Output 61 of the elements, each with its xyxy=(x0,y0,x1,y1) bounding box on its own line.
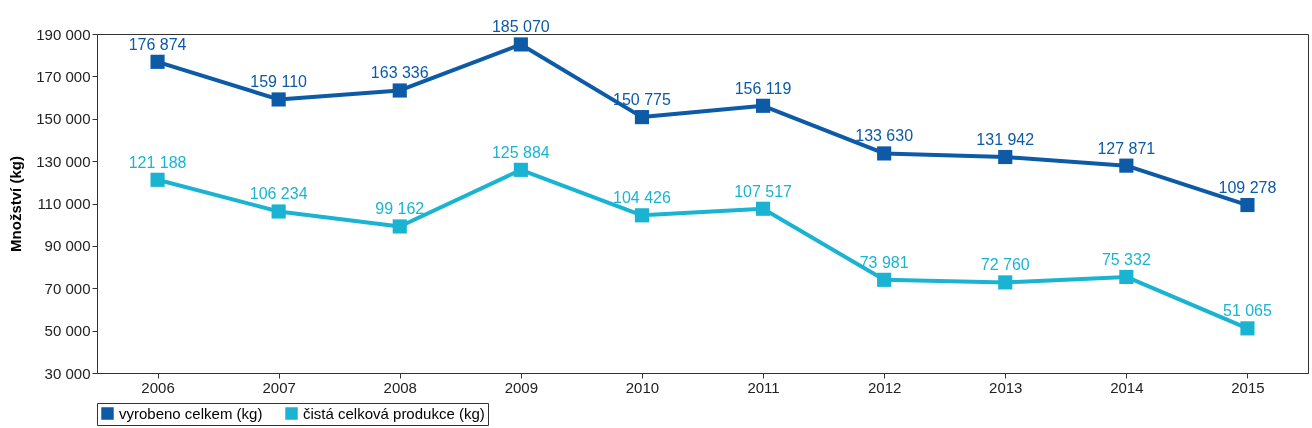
x-tick-label: 2009 xyxy=(504,378,539,396)
data-label: 107 517 xyxy=(734,182,793,200)
point xyxy=(150,54,165,69)
point xyxy=(998,275,1013,290)
y-tick-label: 30 000 xyxy=(44,364,91,382)
y-tick-label: 50 000 xyxy=(44,322,91,340)
point xyxy=(1240,321,1255,336)
data-label: 125 884 xyxy=(491,143,550,161)
x-tick-label: 2015 xyxy=(1231,378,1265,396)
point xyxy=(634,110,650,125)
point xyxy=(998,149,1013,165)
data-label: 185 070 xyxy=(491,18,550,36)
y-tick-label: 90 000 xyxy=(44,237,91,255)
x-tick-label: 2006 xyxy=(141,378,175,396)
data-label: 156 119 xyxy=(734,79,792,97)
point xyxy=(513,37,528,52)
point xyxy=(1240,197,1255,213)
legend-label: čistá celková produkce (kg) xyxy=(303,404,485,422)
point xyxy=(755,98,771,113)
x-tick-label: 2013 xyxy=(989,378,1023,396)
legend-label: vyrobeno celkem (kg) xyxy=(119,404,263,422)
y-tick-label: 70 000 xyxy=(44,279,91,297)
x-tick-label: 2011 xyxy=(747,378,780,396)
y-tick-label: 130 000 xyxy=(36,152,91,170)
x-tick-label: 2014 xyxy=(1110,378,1144,396)
data-label: 159 110 xyxy=(250,73,308,91)
data-label: 51 065 xyxy=(1222,302,1273,320)
point xyxy=(755,201,771,216)
data-label: 104 426 xyxy=(613,189,671,207)
data-label: 121 188 xyxy=(128,153,187,171)
data-label: 163 336 xyxy=(370,64,429,82)
x-tick-label: 2012 xyxy=(867,378,902,396)
x-tick-label: 2010 xyxy=(625,378,660,396)
point xyxy=(1119,269,1134,285)
y-tick-label: 150 000 xyxy=(36,110,91,128)
point xyxy=(271,204,286,219)
point xyxy=(1119,158,1134,173)
point xyxy=(513,162,528,177)
y-tick-label: 110 000 xyxy=(37,195,91,212)
y-axis-title: Množství (kg) xyxy=(7,156,25,252)
data-label: 73 981 xyxy=(859,253,909,271)
data-label: 99 162 xyxy=(375,200,425,218)
point xyxy=(150,172,165,187)
point xyxy=(877,272,892,287)
y-tick-label: 190 000 xyxy=(36,25,91,43)
point xyxy=(634,208,650,223)
x-tick-label: 2008 xyxy=(383,378,417,396)
data-label: 131 942 xyxy=(976,131,1035,149)
data-label: 176 874 xyxy=(128,35,187,53)
data-label: 106 234 xyxy=(249,185,308,203)
data-label: 127 871 xyxy=(1097,139,1156,157)
x-tick-label: 2007 xyxy=(262,378,296,396)
data-label: 72 760 xyxy=(980,256,1030,274)
data-label: 133 630 xyxy=(855,127,914,145)
point xyxy=(877,146,892,161)
point xyxy=(392,83,407,98)
point xyxy=(392,219,407,234)
data-label: 109 278 xyxy=(1218,179,1277,197)
point xyxy=(271,92,286,107)
y-tick-label: 170 000 xyxy=(36,67,91,85)
data-label: 75 332 xyxy=(1101,250,1151,268)
